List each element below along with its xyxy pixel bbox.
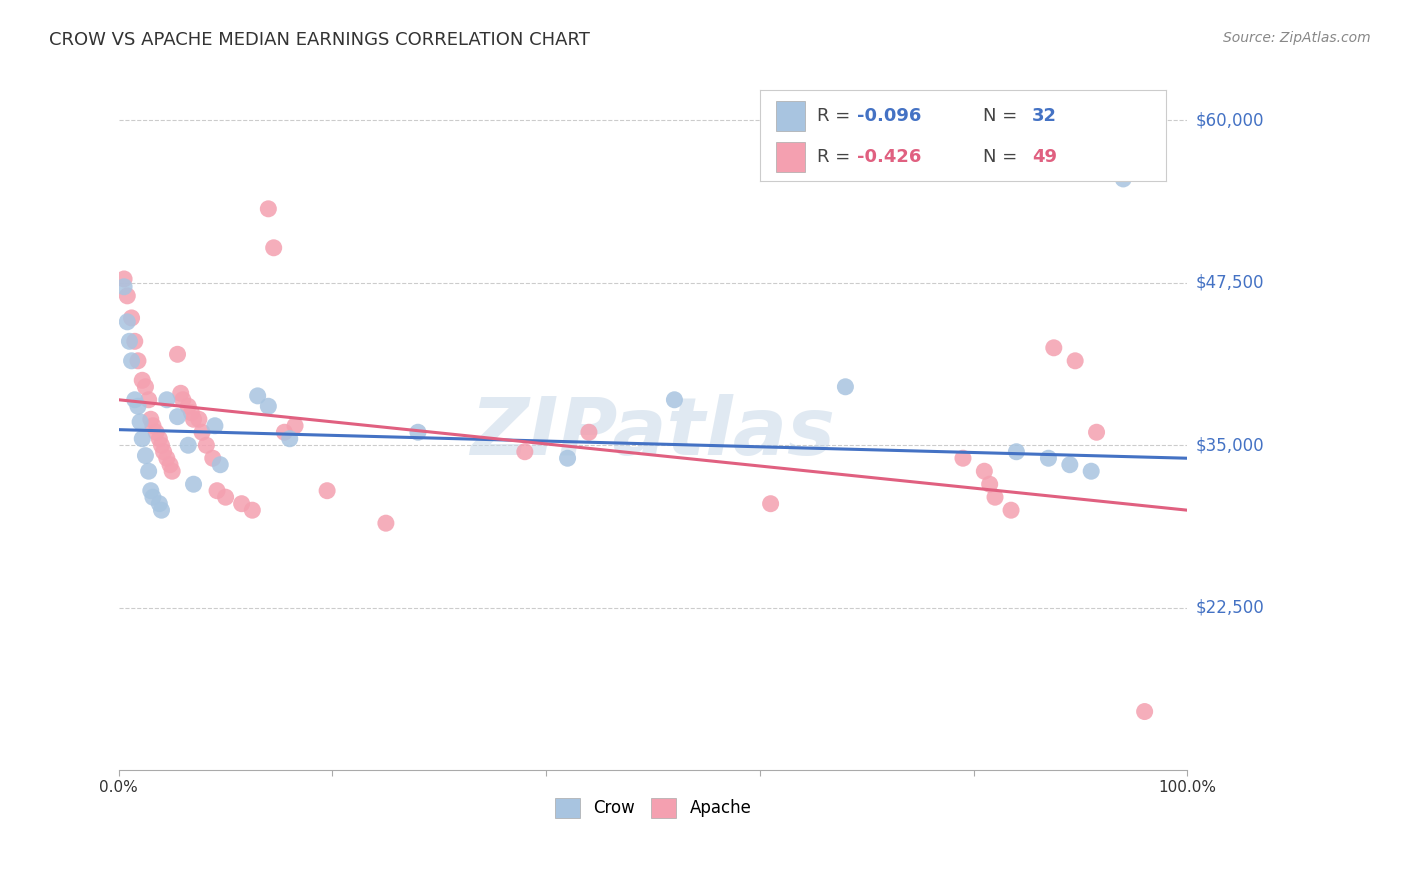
Point [1080,464,1102,478]
Point [139,483,162,498]
Point [177,399,200,413]
Point [191,425,214,440]
Point [183,477,205,491]
Point [156,392,179,407]
Point [138,392,160,407]
Point [1064,353,1087,368]
Point [124,334,146,349]
Point [145,425,167,440]
Point [134,449,156,463]
Point [231,497,253,511]
Point [759,497,782,511]
Point [131,432,153,446]
Point [129,415,152,429]
Point [124,392,146,407]
Point [834,380,856,394]
Text: ZIPatlas: ZIPatlas [471,394,835,472]
Point [180,406,202,420]
Point [121,353,143,368]
Point [263,241,285,255]
Point [664,392,686,407]
Point [138,464,160,478]
Point [973,464,995,478]
Text: $35,000: $35,000 [1195,436,1264,454]
Point [166,409,188,424]
Text: Source: ZipAtlas.com: Source: ZipAtlas.com [1223,31,1371,45]
Point [406,425,429,440]
Point [112,272,135,286]
Point [170,386,193,401]
Point [201,451,224,466]
Point [131,373,153,387]
Point [209,458,232,472]
Point [127,353,149,368]
Point [246,389,269,403]
Legend: Crow, Apache: Crow, Apache [548,791,758,825]
Text: CROW VS APACHE MEDIAN EARNINGS CORRELATION CHART: CROW VS APACHE MEDIAN EARNINGS CORRELATI… [49,31,591,49]
Point [134,380,156,394]
Point [159,458,181,472]
Point [273,425,295,440]
Point [187,412,209,426]
Point [177,438,200,452]
Point [121,310,143,325]
Point [578,425,600,440]
Point [1038,451,1060,466]
Point [1133,705,1156,719]
Point [278,432,301,446]
Point [148,497,170,511]
Point [139,412,162,426]
Point [117,315,139,329]
Point [513,444,536,458]
Point [1000,503,1022,517]
Point [284,418,307,433]
Point [142,490,165,504]
Point [979,477,1001,491]
Point [204,418,226,433]
Point [127,399,149,413]
Point [257,399,280,413]
Point [117,289,139,303]
Point [1112,172,1135,186]
Point [195,438,218,452]
Point [557,451,579,466]
Point [1085,425,1108,440]
Point [1042,341,1064,355]
Point [148,432,170,446]
Point [172,392,194,407]
Point [1059,458,1081,472]
Point [1005,444,1028,458]
Text: $60,000: $60,000 [1195,112,1264,129]
Point [156,451,179,466]
Point [150,503,173,517]
Point [214,490,236,504]
Point [166,347,188,361]
Point [240,503,263,517]
Point [205,483,228,498]
Point [316,483,339,498]
Point [118,334,141,349]
Point [142,418,165,433]
Text: $22,500: $22,500 [1195,599,1264,616]
Point [152,444,174,458]
Point [160,464,183,478]
Point [112,279,135,293]
Point [257,202,280,216]
Point [183,412,205,426]
Point [374,516,396,531]
Point [984,490,1007,504]
Point [150,438,173,452]
Text: $47,500: $47,500 [1195,274,1264,292]
Point [952,451,974,466]
